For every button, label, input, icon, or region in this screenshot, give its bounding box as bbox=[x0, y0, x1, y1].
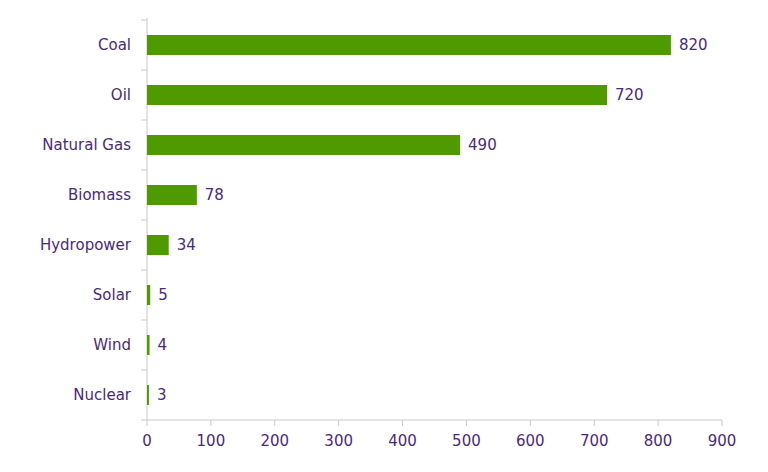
data-label: 4 bbox=[158, 336, 168, 354]
bar bbox=[147, 135, 460, 155]
category-label: Nuclear bbox=[73, 386, 132, 404]
bar bbox=[147, 335, 150, 355]
data-label: 78 bbox=[205, 186, 224, 204]
bar bbox=[147, 385, 149, 405]
data-label: 5 bbox=[158, 286, 168, 304]
category-divider bbox=[141, 70, 147, 71]
x-tick bbox=[658, 420, 659, 426]
x-tick-label: 600 bbox=[516, 432, 545, 450]
chart: 0 100 200 300 400 500 600 700 800 900 Coal Oil Natur… bbox=[0, 0, 768, 472]
category-label: Natural Gas bbox=[42, 136, 131, 154]
category-divider bbox=[141, 170, 147, 171]
category-divider bbox=[141, 20, 147, 21]
data-label: 490 bbox=[468, 136, 497, 154]
x-tick-label: 0 bbox=[142, 432, 152, 450]
x-tick bbox=[466, 420, 467, 426]
category-label: Oil bbox=[111, 86, 131, 104]
x-tick bbox=[594, 420, 595, 426]
x-tick-label: 100 bbox=[197, 432, 226, 450]
category-divider bbox=[141, 320, 147, 321]
category-label: Biomass bbox=[68, 186, 131, 204]
category-divider bbox=[141, 270, 147, 271]
data-label: 3 bbox=[157, 386, 167, 404]
category-divider bbox=[141, 420, 147, 421]
x-axis-line bbox=[147, 420, 722, 421]
bar bbox=[147, 185, 197, 205]
x-tick bbox=[402, 420, 403, 426]
x-tick bbox=[338, 420, 339, 426]
data-label: 720 bbox=[615, 86, 644, 104]
data-label: 34 bbox=[177, 236, 196, 254]
category-divider bbox=[141, 220, 147, 221]
y-axis-line bbox=[147, 18, 148, 420]
data-label: 820 bbox=[679, 36, 708, 54]
x-tick bbox=[210, 420, 211, 426]
x-tick-label: 700 bbox=[580, 432, 609, 450]
page: {"chart_data": {"type": "bar", "orientat… bbox=[0, 0, 768, 472]
category-divider bbox=[141, 120, 147, 121]
bar bbox=[147, 35, 671, 55]
category-label: Wind bbox=[93, 336, 131, 354]
bar bbox=[147, 285, 150, 305]
x-tick bbox=[147, 420, 148, 426]
category-label: Solar bbox=[93, 286, 132, 304]
bar bbox=[147, 235, 169, 255]
category-divider bbox=[141, 370, 147, 371]
bars bbox=[147, 35, 671, 405]
x-tick bbox=[530, 420, 531, 426]
x-tick bbox=[722, 420, 723, 426]
x-tick-label: 400 bbox=[388, 432, 417, 450]
bar bbox=[147, 85, 607, 105]
x-tick-label: 500 bbox=[452, 432, 481, 450]
x-tick bbox=[274, 420, 275, 426]
x-tick-label: 800 bbox=[644, 432, 673, 450]
x-tick-label: 200 bbox=[260, 432, 289, 450]
category-label: Hydropower bbox=[40, 236, 132, 254]
x-tick-label: 300 bbox=[324, 432, 353, 450]
category-label: Coal bbox=[98, 36, 131, 54]
x-tick-label: 900 bbox=[708, 432, 737, 450]
